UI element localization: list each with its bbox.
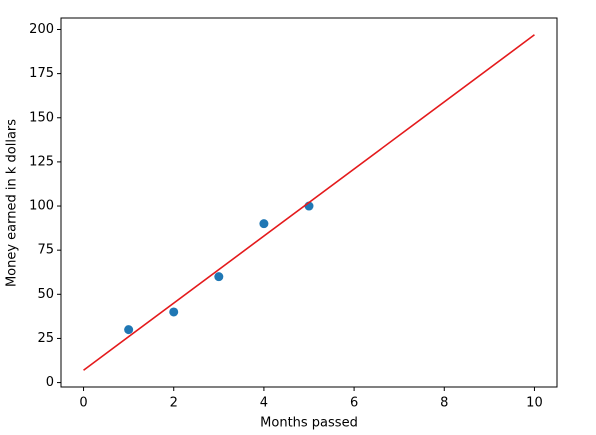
y-tick-label: 75 [37, 243, 54, 258]
plot-frame [60, 17, 558, 388]
y-tick-label: 125 [29, 154, 54, 169]
point [214, 272, 224, 282]
x-tick-label: 4 [260, 396, 268, 411]
y-tick-label: 100 [29, 199, 54, 214]
y-tick-label: 50 [37, 287, 54, 302]
x-axis-label: Months passed [260, 416, 358, 431]
y-tick-label: 25 [37, 331, 54, 346]
y-tick-label: 150 [29, 110, 54, 125]
point [169, 307, 179, 317]
y-tick-label: 200 [29, 22, 54, 37]
fit-line [83, 34, 535, 371]
x-tick-label: 8 [440, 396, 448, 411]
y-tick-label: 0 [46, 375, 54, 390]
point [259, 219, 269, 229]
y-axis-label: Money earned in k dollars [5, 119, 20, 287]
x-tick-label: 10 [526, 396, 543, 411]
x-tick-label: 2 [170, 396, 178, 411]
point [124, 325, 134, 335]
y-tick-label: 175 [29, 66, 54, 81]
x-tick-label: 6 [350, 396, 358, 411]
x-tick-label: 0 [79, 396, 87, 411]
